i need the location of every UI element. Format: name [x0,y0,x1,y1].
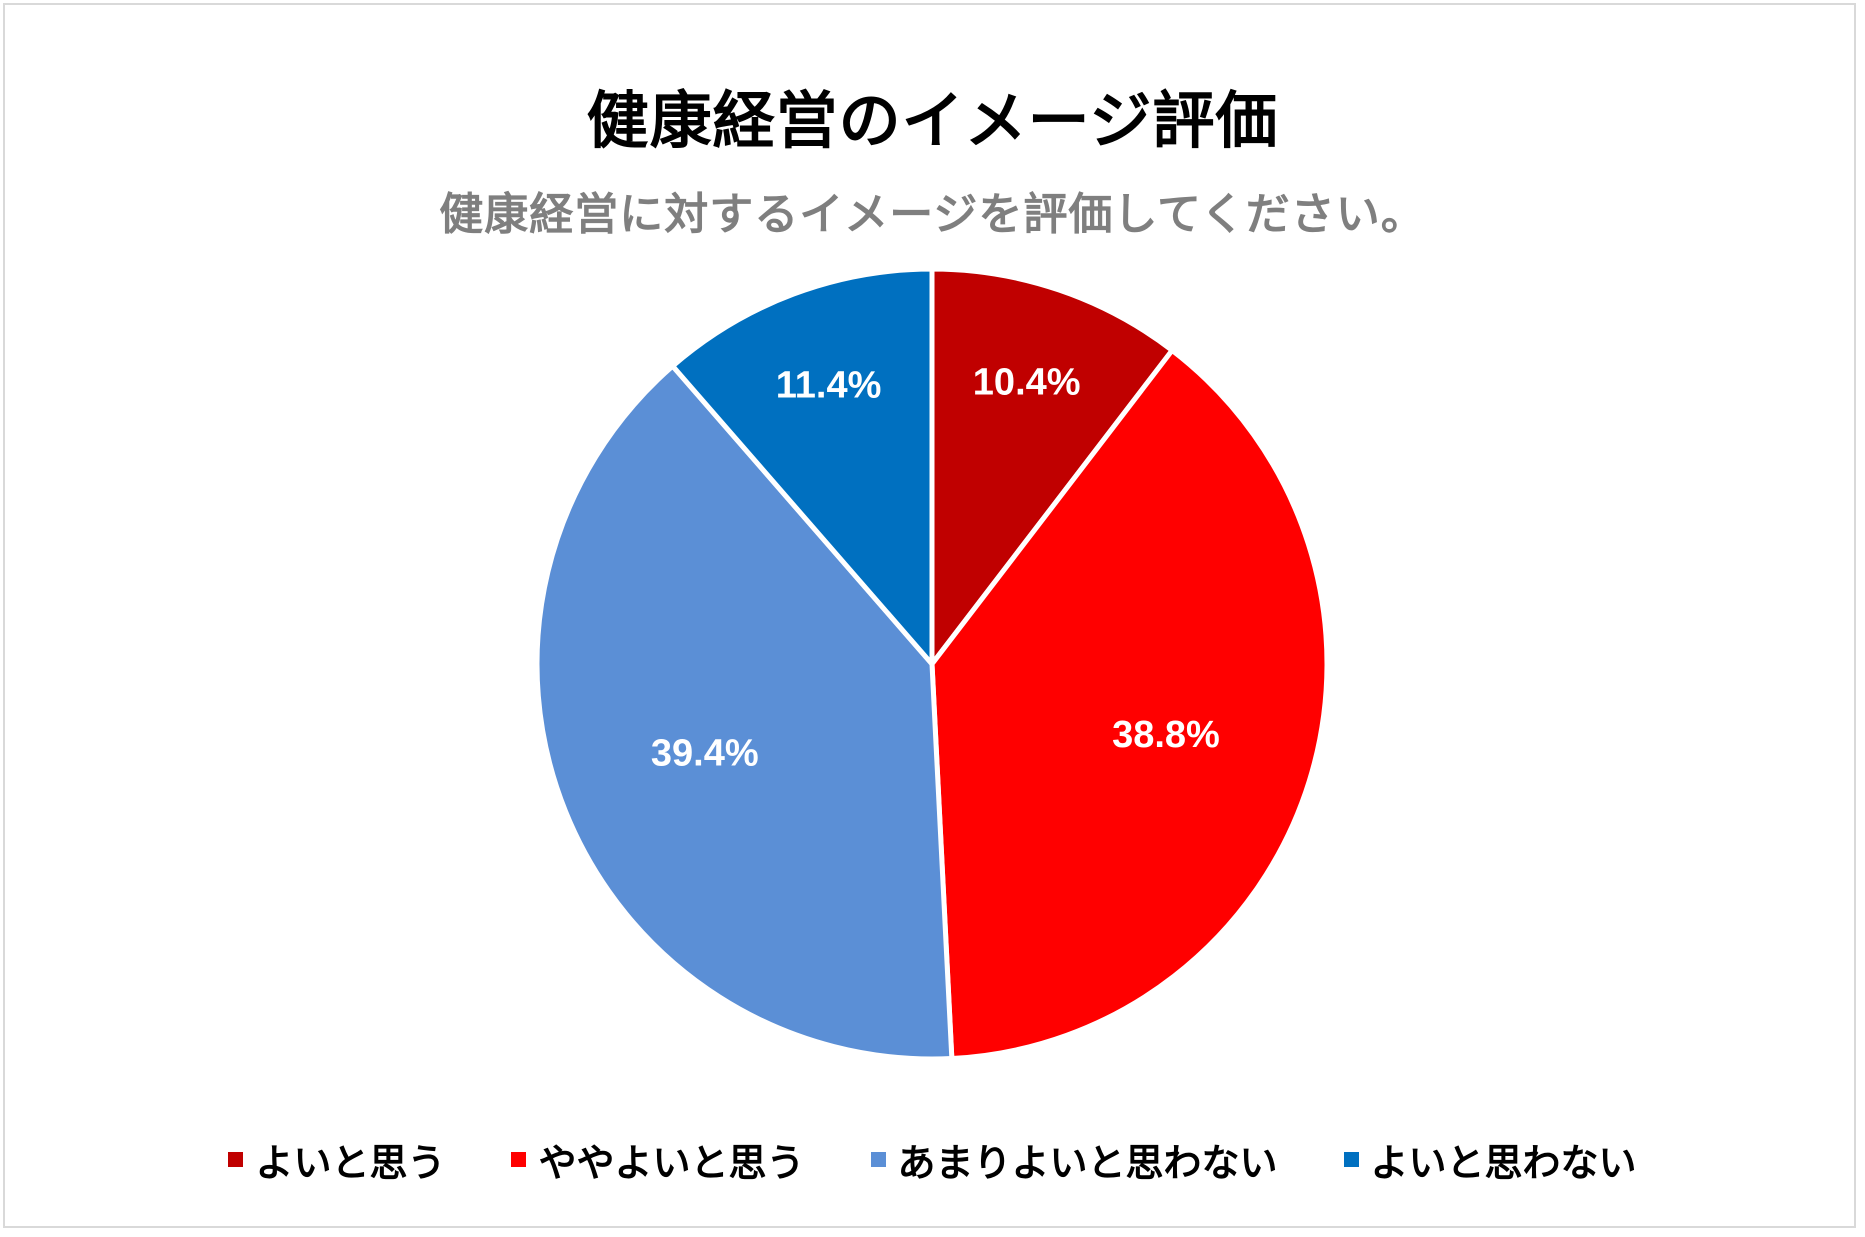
legend-label-0: よいと思う [255,1141,446,1185]
legend-swatch-0 [228,1152,244,1167]
data-label-good: 10.4% [973,362,1081,404]
legend-item-0: よいと思う [228,1132,445,1187]
chart-title: 健康経営のイメージ評価 [586,84,1279,157]
legend-label-3: よいと思わない [1370,1141,1637,1185]
legend-item-3: よいと思わない [1343,1132,1637,1187]
legend-swatch-3 [1343,1152,1359,1167]
legend-item-2: あまりよいと思わない [870,1132,1278,1187]
data-label-somewhat-good: 38.8% [1112,714,1220,756]
pie-slice-not-good [670,266,935,667]
pie-slice-good [929,266,1175,667]
legend-label-2: あまりよいと思わない [897,1141,1278,1185]
pie-slice-not-very-good [534,363,955,1062]
chart-subtitle: 健康経営に対するイメージを評価してください。 [439,189,1426,240]
legend-swatch-1 [511,1152,527,1167]
legend-swatch-2 [870,1152,886,1167]
legend-label-1: ややよいと思う [538,1141,805,1185]
data-label-not-very-good: 39.4% [651,733,759,775]
pie-slice-somewhat-good [929,347,1330,1061]
pie-data-labels: 10.4% 38.8% 39.4% 11.4% [651,362,1220,775]
pie-slices [534,266,1330,1062]
data-label-not-good: 11.4% [776,365,882,407]
legend-item-1: ややよいと思う [511,1132,805,1187]
legend: よいと思う ややよいと思う あまりよいと思わない よいと思わない [0,1132,1865,1187]
